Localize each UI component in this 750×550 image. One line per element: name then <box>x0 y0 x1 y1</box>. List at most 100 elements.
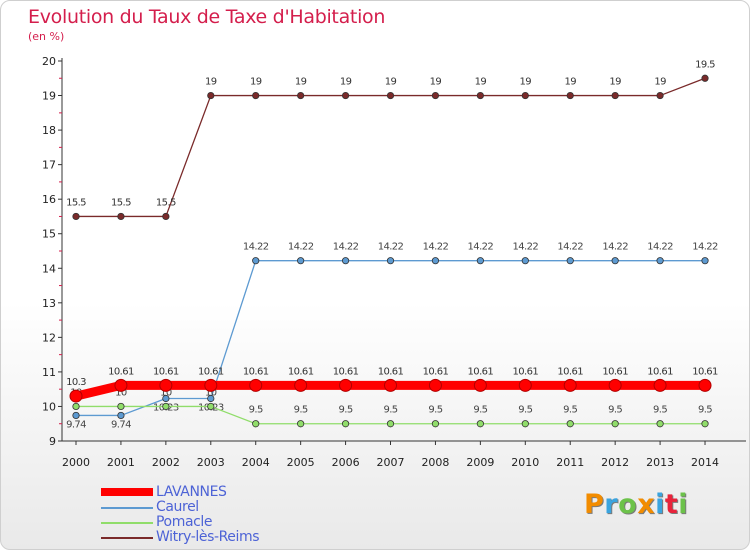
data-label: 14.22 <box>692 242 718 253</box>
data-label: 9.5 <box>383 405 397 416</box>
data-label: 10.61 <box>468 366 494 377</box>
data-label: 10.61 <box>288 366 314 377</box>
logo-letter: P <box>584 489 605 520</box>
data-point <box>162 212 170 221</box>
x-tick-label: 2008 <box>421 456 449 469</box>
x-tick-label: 2007 <box>377 456 405 469</box>
data-label: 14.22 <box>423 242 449 253</box>
data-label: 10.61 <box>198 366 224 377</box>
data-point <box>252 91 260 100</box>
data-point <box>656 257 664 265</box>
data-label: 14.22 <box>557 242 583 253</box>
data-label: 19 <box>609 77 621 88</box>
data-point <box>207 394 215 403</box>
proxiti-logo: Proxiti <box>584 489 688 520</box>
data-point <box>698 378 712 392</box>
data-point <box>117 411 125 420</box>
legend-swatch-pomacle <box>101 522 153 524</box>
x-tick-label: 2011 <box>556 456 584 469</box>
data-point <box>428 378 442 392</box>
data-point <box>476 91 484 100</box>
data-point <box>476 420 484 428</box>
legend-label-pomacle: Pomacle <box>156 514 213 530</box>
data-label: 15.5 <box>66 197 86 208</box>
data-point <box>341 420 350 428</box>
x-tick-label: 2003 <box>197 456 225 469</box>
data-label: 14.22 <box>378 242 404 253</box>
unit-label: (en %) <box>28 30 65 43</box>
data-label: 19 <box>564 77 576 88</box>
data-point <box>297 91 305 100</box>
x-tick-label: 2012 <box>601 456 629 469</box>
x-tick-label: 2013 <box>646 456 674 469</box>
logo-letter: r <box>604 489 619 520</box>
data-point <box>294 378 308 392</box>
data-label: 10.61 <box>512 366 538 377</box>
logo-letter: i <box>655 489 665 520</box>
y-tick-label: 16 <box>42 193 56 206</box>
data-point <box>611 420 619 428</box>
data-label: 10.61 <box>108 366 134 377</box>
y-tick-label: 20 <box>42 55 56 68</box>
legend-swatch-caurel <box>101 507 153 509</box>
x-tick-label: 2000 <box>62 456 90 469</box>
data-label: 19.5 <box>695 59 715 70</box>
data-point <box>162 394 170 403</box>
y-tick-label: 18 <box>42 124 56 137</box>
data-label: 14.22 <box>647 242 673 253</box>
x-tick-label: 2014 <box>691 456 719 469</box>
data-point <box>431 91 440 100</box>
data-point <box>611 257 619 265</box>
data-point <box>608 378 622 392</box>
data-point <box>341 91 350 100</box>
data-label: 19 <box>430 77 442 88</box>
data-label: 10 <box>160 387 172 398</box>
data-point <box>384 378 398 392</box>
data-label: 10 <box>115 387 127 398</box>
data-point <box>473 378 487 392</box>
data-label: 10.3 <box>66 377 86 388</box>
data-point <box>563 378 577 392</box>
data-point <box>521 257 529 265</box>
data-label: 9.5 <box>653 405 667 416</box>
data-label: 9.5 <box>339 405 353 416</box>
data-point <box>386 91 395 100</box>
logo-letter: i <box>678 489 689 520</box>
data-point <box>72 402 80 411</box>
data-point <box>341 257 350 265</box>
data-point <box>476 257 484 265</box>
y-tick-label: 15 <box>42 228 56 241</box>
data-point <box>207 91 215 100</box>
data-point <box>72 411 80 420</box>
logo-letter: t <box>664 489 679 520</box>
data-label: 9.5 <box>428 405 442 416</box>
logo-letter: x <box>637 489 656 520</box>
data-label: 9.74 <box>111 419 131 430</box>
data-label: 15.5 <box>111 197 131 208</box>
data-label: 10.61 <box>602 366 628 377</box>
data-point <box>656 91 664 100</box>
x-tick-label: 2001 <box>107 456 135 469</box>
data-label: 10 <box>205 387 217 398</box>
data-point <box>521 420 529 428</box>
data-label: 14.22 <box>468 242 494 253</box>
data-point <box>252 420 260 428</box>
data-point <box>653 378 667 392</box>
data-point <box>249 378 263 392</box>
data-point <box>69 389 83 403</box>
data-point <box>297 420 305 428</box>
data-label: 19 <box>250 77 262 88</box>
chart-title: Evolution du Taux de Taxe d'Habitation <box>28 6 386 28</box>
data-point <box>701 257 709 265</box>
data-label: 9.5 <box>563 405 577 416</box>
x-tick-label: 2010 <box>511 456 539 469</box>
y-tick-label: 13 <box>42 297 56 310</box>
legend-label-lavannes: LAVANNES <box>156 484 227 500</box>
x-tick-label: 2006 <box>332 456 360 469</box>
x-tick-label: 2005 <box>287 456 315 469</box>
data-label: 19 <box>520 77 532 88</box>
data-point <box>159 378 173 392</box>
data-label: 19 <box>654 77 666 88</box>
data-label: 14.22 <box>288 242 314 253</box>
